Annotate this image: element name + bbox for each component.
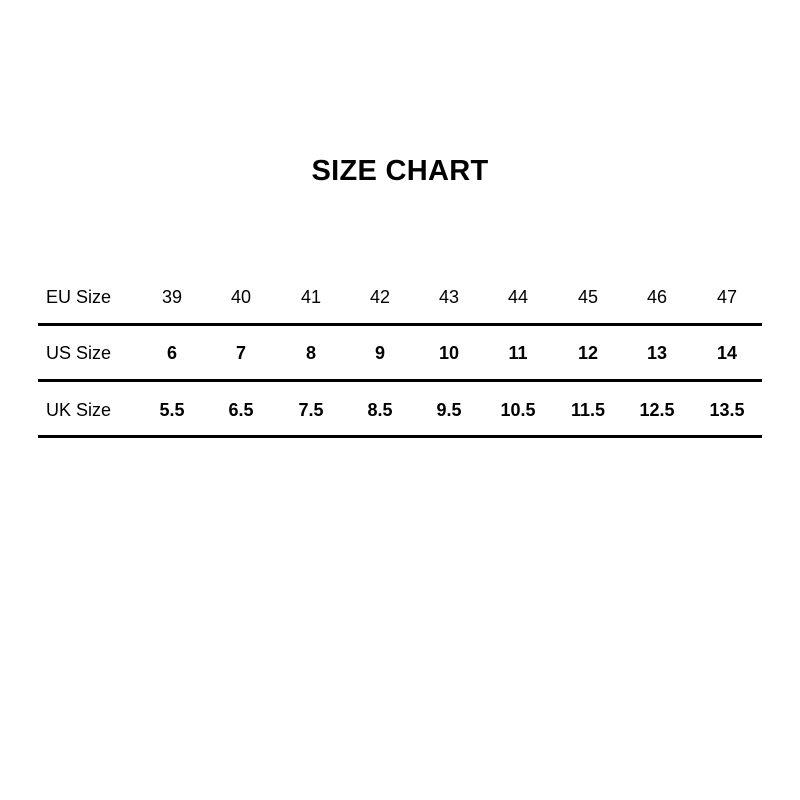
table-cell: 6.5	[228, 400, 254, 420]
table-cell: 8.5	[367, 400, 393, 420]
table-row: US Size 6 7 8 9 10 11 12 13 14	[0, 338, 800, 368]
table-cell: 9.5	[436, 400, 462, 420]
table-cell: 42	[369, 287, 391, 307]
table-cell: 39	[161, 287, 183, 307]
table-cell: 13	[646, 343, 668, 363]
table-cell: 5.5	[159, 400, 185, 420]
table-cell: 40	[230, 287, 252, 307]
row-label: US Size	[46, 343, 112, 363]
table-cell: 41	[300, 287, 322, 307]
table-cell: 10	[438, 343, 460, 363]
table-row: UK Size 5.5 6.5 7.5 8.5 9.5 10.5 11.5 12.5 13.5	[0, 395, 800, 425]
table-cell: 10.5	[500, 400, 536, 420]
table-row: EU Size 39 40 41 42 43 44 45 46 47	[0, 282, 800, 312]
table-cell: 46	[646, 287, 668, 307]
table-cell: 13.5	[709, 400, 745, 420]
row-divider	[38, 323, 762, 326]
table-cell: 9	[374, 343, 385, 363]
table-cell: 6	[166, 343, 177, 363]
table-cell: 45	[577, 287, 599, 307]
table-cell: 12	[577, 343, 599, 363]
row-divider	[38, 435, 762, 438]
page-title: SIZE CHART	[311, 155, 489, 187]
table-cell: 43	[438, 287, 460, 307]
table-cell: 11	[508, 343, 528, 363]
table-cell: 11.5	[570, 400, 606, 420]
table-cell: 47	[716, 287, 738, 307]
row-label: EU Size	[46, 287, 112, 307]
table-cell: 7	[235, 343, 246, 363]
table-cell: 44	[507, 287, 529, 307]
table-cell: 12.5	[639, 400, 675, 420]
row-divider	[38, 379, 762, 382]
row-label: UK Size	[46, 400, 112, 420]
table-cell: 7.5	[298, 400, 324, 420]
table-cell: 8	[305, 343, 316, 363]
table-cell: 14	[716, 343, 738, 363]
